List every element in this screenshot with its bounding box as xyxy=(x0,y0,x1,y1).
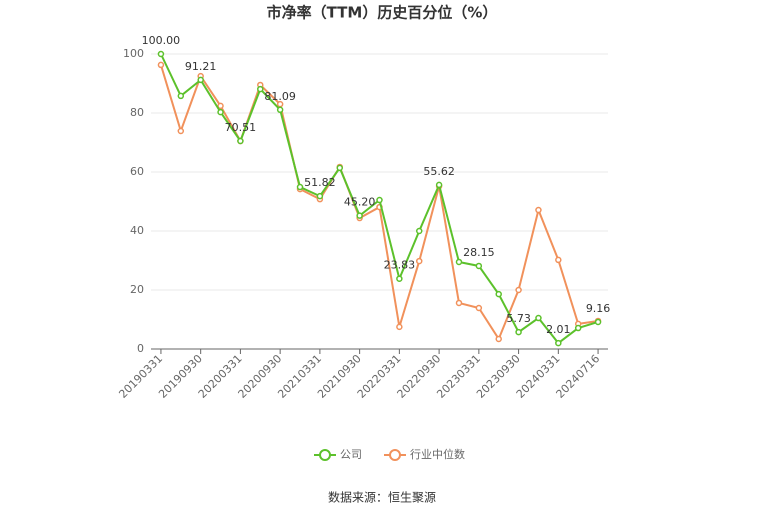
y-tick-label: 100 xyxy=(123,47,144,60)
data-label: 81.09 xyxy=(264,90,296,103)
point xyxy=(574,324,582,332)
legend-label: 公司 xyxy=(340,448,362,461)
point xyxy=(376,196,383,204)
y-tick-label: 0 xyxy=(137,342,144,355)
legend-marker xyxy=(389,449,401,461)
data-label: 100.00 xyxy=(142,34,181,47)
point xyxy=(276,106,284,114)
chart-title: 市净率（TTM）历史百分位（%） xyxy=(267,4,498,22)
point xyxy=(435,181,443,189)
legend-label: 行业中位数 xyxy=(410,447,465,461)
point xyxy=(415,227,423,235)
point xyxy=(237,137,244,145)
point xyxy=(555,256,562,264)
x-tick-label: 20240716 xyxy=(554,352,603,401)
point xyxy=(455,258,463,266)
point xyxy=(475,304,483,312)
data-label: 5.73 xyxy=(506,312,531,325)
point xyxy=(495,335,502,343)
point xyxy=(257,85,264,93)
point xyxy=(495,290,502,298)
point xyxy=(515,286,522,294)
data-label: 28.15 xyxy=(463,246,495,259)
point xyxy=(157,50,165,58)
y-tick-label: 20 xyxy=(130,283,144,296)
data-label: 9.16 xyxy=(586,302,611,315)
point xyxy=(217,102,224,110)
legend-marker xyxy=(319,449,331,461)
y-tick-label: 40 xyxy=(130,224,144,237)
point xyxy=(515,328,522,336)
source: 数据来源：恒生聚源 xyxy=(328,490,436,505)
data-label: 45.20 xyxy=(344,196,376,209)
point xyxy=(475,262,483,270)
point xyxy=(177,92,185,100)
point xyxy=(177,127,185,135)
point xyxy=(336,164,344,172)
point xyxy=(157,61,165,69)
point xyxy=(594,318,602,326)
data-label: 70.51 xyxy=(225,121,257,134)
point xyxy=(316,192,324,200)
data-label: 23.83 xyxy=(384,259,416,272)
point xyxy=(356,212,363,219)
point xyxy=(535,206,542,214)
data-label: 55.62 xyxy=(423,165,455,178)
point xyxy=(555,339,562,347)
point xyxy=(197,76,204,84)
point xyxy=(455,299,463,307)
point xyxy=(217,108,224,116)
y-tick-label: 80 xyxy=(130,106,144,119)
point xyxy=(396,275,403,282)
point xyxy=(415,257,423,265)
data-label: 2.01 xyxy=(546,323,571,336)
point xyxy=(535,314,542,322)
point xyxy=(296,183,304,191)
y-tick-label: 60 xyxy=(130,165,144,178)
data-label: 91.21 xyxy=(185,60,217,73)
data-label: 51.82 xyxy=(304,176,336,189)
point xyxy=(396,323,403,331)
